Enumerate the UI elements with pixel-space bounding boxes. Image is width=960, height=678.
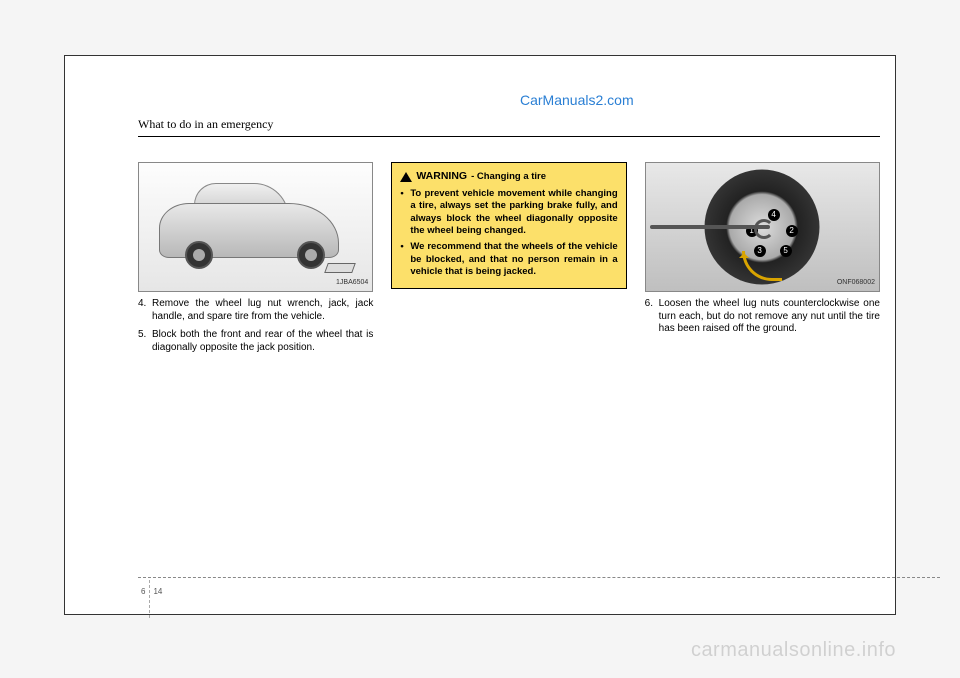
warning-label: WARNING <box>416 170 467 184</box>
step-text: Remove the wheel lug nut wrench, jack, j… <box>152 298 373 323</box>
step-number: 5. <box>138 329 152 354</box>
watermark-top: CarManuals2.com <box>520 92 634 108</box>
column-middle: WARNING - Changing a tire To prevent veh… <box>391 162 626 360</box>
section-header: What to do in an emergency <box>138 115 880 137</box>
figure-car-jack: 1JBA6504 <box>138 162 373 292</box>
step-text: Loosen the wheel lug nuts counterclockwi… <box>659 298 880 336</box>
step-4: 4. Remove the wheel lug nut wrench, jack… <box>138 298 373 323</box>
warning-bullet: To prevent vehicle movement while changi… <box>400 188 617 237</box>
warning-list: To prevent vehicle movement while changi… <box>400 188 617 278</box>
step-number: 4. <box>138 298 152 323</box>
section-number: 6 <box>137 585 149 598</box>
warning-bullet: We recommend that the wheels of the vehi… <box>400 241 617 278</box>
column-left: 1JBA6504 4. Remove the wheel lug nut wre… <box>138 162 373 360</box>
warning-triangle-icon <box>400 166 412 182</box>
step-text: Block both the front and rear of the whe… <box>152 329 373 354</box>
content-columns: 1JBA6504 4. Remove the wheel lug nut wre… <box>138 162 880 360</box>
step-6: 6. Loosen the wheel lug nuts countercloc… <box>645 298 880 336</box>
figure-label: 1JBA6504 <box>336 279 368 288</box>
warning-subtitle: - Changing a tire <box>471 171 546 183</box>
footer-rule <box>138 577 940 578</box>
warning-header: WARNING - Changing a tire <box>400 169 617 185</box>
wrench-icon <box>650 225 770 229</box>
warning-box: WARNING - Changing a tire To prevent veh… <box>391 162 626 289</box>
watermark-bottom: carmanualsonline.info <box>691 639 896 662</box>
car-wheel-icon <box>297 241 325 269</box>
column-right: 1 2 3 4 5 ONF068002 6. Loosen the wheel … <box>645 162 880 360</box>
lug-number: 2 <box>786 225 798 237</box>
step-number: 6. <box>645 298 659 336</box>
page-number-value: 14 <box>149 585 166 598</box>
section-title: What to do in an emergency <box>138 117 273 131</box>
car-wheel-icon <box>185 241 213 269</box>
jack-icon <box>325 263 357 273</box>
figure-label: ONF068002 <box>837 279 875 288</box>
lug-number: 4 <box>768 209 780 221</box>
step-5: 5. Block both the front and rear of the … <box>138 329 373 354</box>
page-number: 6 14 <box>137 585 166 598</box>
figure-wheel-lug: 1 2 3 4 5 ONF068002 <box>645 162 880 292</box>
